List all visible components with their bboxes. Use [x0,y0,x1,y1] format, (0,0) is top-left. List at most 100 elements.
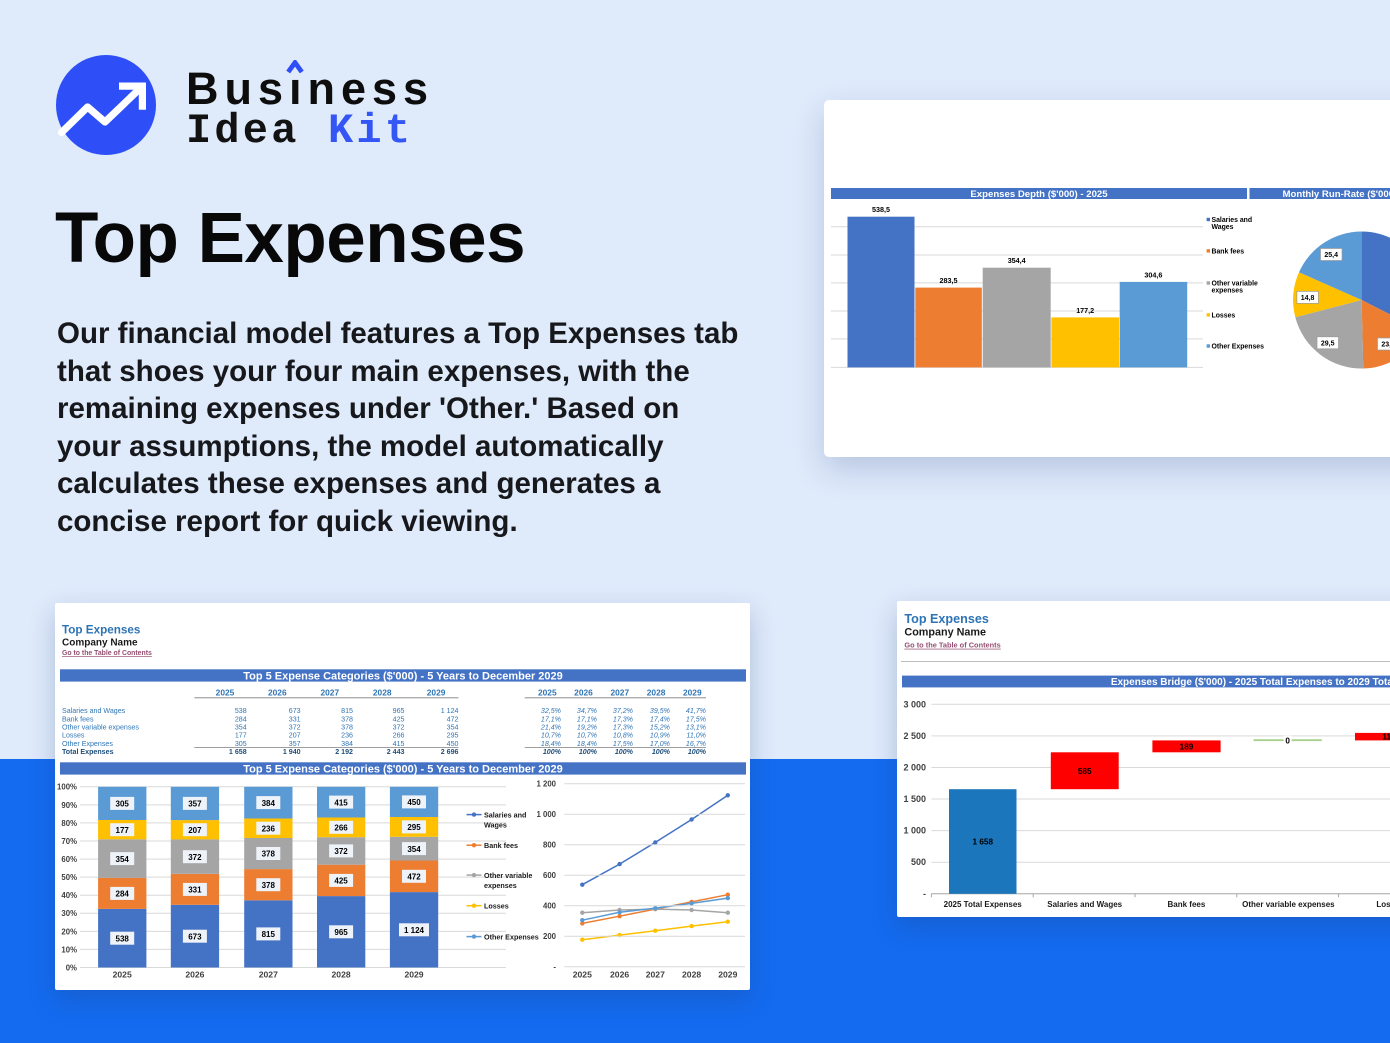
svg-text:34,7%: 34,7% [577,707,597,715]
svg-text:1 500: 1 500 [903,794,926,804]
svg-text:Losses: Losses [1212,312,1236,319]
svg-text:Wages: Wages [1212,224,1234,231]
svg-text:Monthly Run-Rate ($'000) - 202: Monthly Run-Rate ($'000) - 2025 [1283,189,1390,200]
svg-text:17,3%: 17,3% [613,724,633,732]
svg-text:236: 236 [262,824,276,833]
svg-text:2 000: 2 000 [903,763,926,773]
svg-text:41,7%: 41,7% [686,707,706,715]
svg-text:100%: 100% [688,748,707,756]
svg-text:1 658: 1 658 [229,748,247,756]
svg-text:378: 378 [262,850,276,859]
svg-text:295: 295 [447,732,459,740]
svg-text:70%: 70% [61,837,77,846]
svg-text:17,0%: 17,0% [650,740,670,748]
svg-text:Top Expenses: Top Expenses [904,612,988,626]
svg-text:284: 284 [116,890,130,899]
svg-text:965: 965 [334,928,348,937]
svg-text:2026: 2026 [610,970,629,980]
svg-text:16,7%: 16,7% [686,740,706,748]
svg-text:100%: 100% [543,748,562,756]
svg-text:331: 331 [188,886,202,895]
svg-text:2026: 2026 [574,688,593,698]
svg-text:Top 5 Expense Categories ($'00: Top 5 Expense Categories ($'000) - 5 Yea… [243,670,563,682]
svg-text:Salaries and Wages: Salaries and Wages [1047,900,1122,909]
svg-text:21,4%: 21,4% [540,724,561,732]
svg-text:200: 200 [543,932,557,941]
svg-text:17,3%: 17,3% [613,715,633,723]
svg-text:Salaries and Wages: Salaries and Wages [62,707,126,715]
svg-text:17,1%: 17,1% [541,715,561,723]
svg-text:378: 378 [262,881,276,890]
svg-text:3 000: 3 000 [903,699,926,709]
svg-text:1 200: 1 200 [536,780,556,789]
svg-text:30%: 30% [61,909,77,918]
svg-text:Expenses Depth ($'000) - 2025: Expenses Depth ($'000) - 2025 [970,189,1108,200]
svg-text:0%: 0% [66,963,77,972]
svg-text:Other variable: Other variable [1212,281,1259,288]
svg-text:372: 372 [393,724,405,732]
svg-text:Top 5 Expense Categories ($'00: Top 5 Expense Categories ($'000) - 5 Yea… [243,763,563,775]
svg-text:100%: 100% [652,748,671,756]
svg-text:304,6: 304,6 [1144,270,1162,279]
svg-text:25,4: 25,4 [1324,252,1338,259]
svg-text:354,4: 354,4 [1008,256,1026,265]
svg-text:11,0%: 11,0% [686,732,706,740]
svg-text:2026: 2026 [268,688,287,698]
svg-text:673: 673 [289,707,301,715]
svg-text:Other Expenses: Other Expenses [62,740,113,748]
svg-text:expenses: expenses [1212,288,1244,295]
svg-text:Other variable expenses: Other variable expenses [1242,900,1335,909]
svg-text:39,5%: 39,5% [650,707,670,715]
svg-text:90%: 90% [61,801,77,810]
svg-text:236: 236 [341,732,353,740]
svg-text:Other Expenses: Other Expenses [484,932,539,941]
svg-text:673: 673 [188,932,202,941]
svg-text:80%: 80% [61,819,77,828]
svg-text:2029: 2029 [427,688,446,698]
svg-text:-: - [553,963,556,972]
svg-text:357: 357 [188,800,202,809]
svg-text:17,1%: 17,1% [577,715,597,723]
svg-text:266: 266 [393,732,405,740]
svg-text:425: 425 [334,877,348,886]
svg-text:800: 800 [543,841,557,850]
svg-text:15,2%: 15,2% [650,724,670,732]
svg-text:2025: 2025 [216,688,235,698]
svg-text:2029: 2029 [718,970,737,980]
svg-text:2029: 2029 [404,970,423,980]
svg-text:266: 266 [334,824,348,833]
svg-text:Wages: Wages [484,820,507,829]
svg-text:2 192: 2 192 [335,748,353,756]
svg-text:354: 354 [116,855,130,864]
svg-text:450: 450 [407,798,421,807]
svg-text:1 658: 1 658 [973,838,994,847]
svg-text:Top Expenses: Top Expenses [62,624,141,637]
svg-text:17,4%: 17,4% [650,715,670,723]
svg-text:472: 472 [407,873,421,882]
svg-text:305: 305 [116,800,130,809]
svg-text:19,2%: 19,2% [577,724,597,732]
svg-text:17,5%: 17,5% [613,740,633,748]
svg-text:Losses: Losses [1376,900,1390,909]
svg-text:2027: 2027 [646,970,665,980]
svg-text:354: 354 [447,724,459,732]
svg-text:2028: 2028 [332,970,351,980]
svg-text:2 500: 2 500 [903,731,926,741]
svg-text:29,5: 29,5 [1321,341,1335,348]
svg-text:expenses: expenses [484,881,517,890]
svg-text:23,7: 23,7 [1381,342,1390,349]
svg-text:2027: 2027 [259,970,278,980]
svg-text:Go to the Table of Contents: Go to the Table of Contents [62,650,152,657]
svg-text:Losses: Losses [484,902,509,911]
svg-text:Company Name: Company Name [62,637,138,648]
svg-text:32,5%: 32,5% [541,707,561,715]
svg-text:384: 384 [341,740,353,748]
svg-text:Other Expenses: Other Expenses [1212,344,1265,351]
svg-text:815: 815 [262,930,276,939]
svg-text:Bank fees: Bank fees [1168,900,1206,909]
svg-text:10,7%: 10,7% [541,732,561,740]
svg-text:20%: 20% [61,927,77,936]
svg-text:Total Expenses: Total Expenses [62,748,114,756]
svg-text:10,7%: 10,7% [577,732,597,740]
svg-text:177: 177 [116,826,130,835]
